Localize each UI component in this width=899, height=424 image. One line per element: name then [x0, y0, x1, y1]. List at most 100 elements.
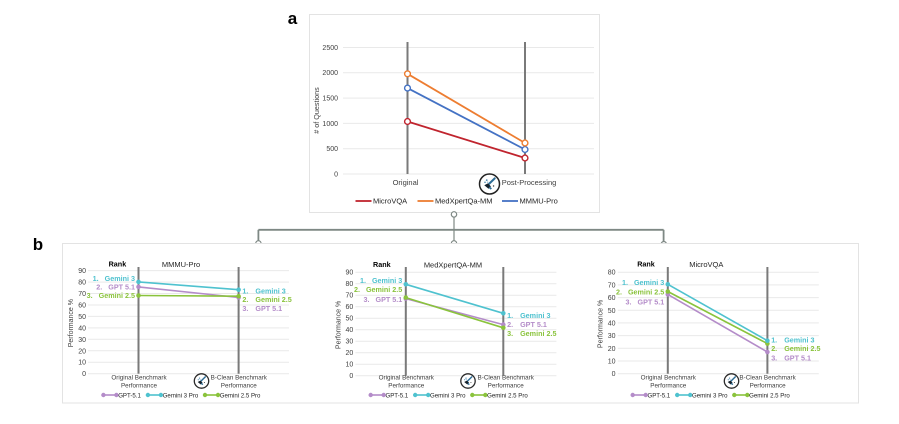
svg-text:Post-Processing: Post-Processing — [502, 178, 557, 187]
svg-text:80: 80 — [608, 270, 616, 277]
svg-text:GPT 5.1: GPT 5.1 — [520, 320, 547, 329]
svg-text:Rank: Rank — [637, 259, 655, 268]
svg-text:GPT 5.1: GPT 5.1 — [784, 353, 811, 362]
svg-text:10: 10 — [346, 362, 354, 369]
svg-text:Original Benchmark: Original Benchmark — [641, 374, 697, 381]
svg-text:30: 30 — [608, 333, 616, 340]
svg-text:50: 50 — [78, 314, 86, 321]
svg-text:MicroVQA: MicroVQA — [373, 197, 407, 206]
svg-text:Gemini 2.5: Gemini 2.5 — [255, 295, 291, 304]
svg-text:500: 500 — [326, 146, 338, 153]
svg-text:Performance: Performance — [121, 382, 158, 389]
svg-text:Performance: Performance — [650, 382, 687, 389]
svg-text:2.: 2. — [242, 295, 248, 304]
svg-text:60: 60 — [608, 295, 616, 302]
svg-text:GPT-5.1: GPT-5.1 — [118, 392, 141, 399]
svg-text:Performance %: Performance % — [598, 300, 605, 348]
svg-text:GPT-5.1: GPT-5.1 — [386, 392, 409, 399]
svg-text:Gemini 3 Pro: Gemini 3 Pro — [163, 392, 199, 399]
svg-text:20: 20 — [78, 348, 86, 355]
svg-text:80: 80 — [78, 280, 86, 287]
svg-text:0: 0 — [334, 171, 338, 178]
svg-text:90: 90 — [78, 268, 86, 275]
svg-text:Gemini 2.5 Pro: Gemini 2.5 Pro — [487, 392, 528, 399]
svg-text:40: 40 — [346, 327, 354, 334]
svg-text:Gemini 3: Gemini 3 — [255, 287, 285, 296]
svg-text:1.: 1. — [242, 287, 248, 296]
svg-text:1. Gemini 3: 1. Gemini 3 — [360, 276, 402, 285]
svg-text:MedXpertQA-MM: MedXpertQA-MM — [424, 261, 482, 270]
svg-text:0: 0 — [612, 371, 616, 378]
svg-text:Original Benchmark: Original Benchmark — [379, 374, 435, 381]
svg-text:20: 20 — [346, 350, 354, 357]
svg-text:30: 30 — [346, 339, 354, 346]
svg-text:30: 30 — [78, 337, 86, 344]
svg-text:3. Gemini 2.5: 3. Gemini 2.5 — [87, 291, 135, 300]
svg-text:1.: 1. — [771, 336, 777, 345]
svg-text:60: 60 — [78, 303, 86, 310]
svg-text:10: 10 — [608, 359, 616, 366]
svg-text:2. Gemini 2.5: 2. Gemini 2.5 — [616, 288, 664, 297]
svg-text:70: 70 — [346, 293, 354, 300]
svg-text:Rank: Rank — [109, 259, 127, 268]
svg-text:Performance %: Performance % — [68, 299, 75, 347]
svg-text:Gemini 2.5 Pro: Gemini 2.5 Pro — [749, 392, 790, 399]
svg-text:2. GPT 5.1: 2. GPT 5.1 — [96, 282, 135, 291]
svg-text:10: 10 — [78, 360, 86, 367]
svg-text:40: 40 — [78, 325, 86, 332]
svg-text:50: 50 — [346, 316, 354, 323]
svg-text:Gemini 2.5 Pro: Gemini 2.5 Pro — [220, 392, 261, 399]
svg-text:40: 40 — [608, 320, 616, 327]
svg-text:2. Gemini 2.5: 2. Gemini 2.5 — [354, 285, 402, 294]
svg-text:0: 0 — [349, 373, 353, 380]
svg-text:1. Gemini 3: 1. Gemini 3 — [622, 278, 664, 287]
svg-text:2.: 2. — [507, 320, 513, 329]
svg-text:Original Benchmark: Original Benchmark — [111, 374, 167, 381]
svg-text:3.: 3. — [771, 353, 777, 362]
svg-text:Rank: Rank — [373, 260, 391, 269]
svg-text:70: 70 — [78, 291, 86, 298]
svg-text:Performance: Performance — [221, 382, 258, 389]
svg-text:B-Clean Benchmark: B-Clean Benchmark — [211, 374, 268, 381]
svg-text:1.: 1. — [507, 311, 513, 320]
svg-text:MedXpertQa-MM: MedXpertQa-MM — [435, 197, 493, 206]
svg-text:2.: 2. — [771, 344, 777, 353]
svg-text:70: 70 — [608, 282, 616, 289]
svg-text:3. GPT 5.1: 3. GPT 5.1 — [364, 295, 403, 304]
svg-text:Gemini 3: Gemini 3 — [784, 336, 814, 345]
svg-text:MMMU-Pro: MMMU-Pro — [162, 260, 200, 269]
svg-text:3.: 3. — [242, 304, 248, 313]
svg-text:Gemini 3 Pro: Gemini 3 Pro — [430, 392, 466, 399]
svg-text:60: 60 — [346, 304, 354, 311]
svg-text:B-Clean Benchmark: B-Clean Benchmark — [739, 374, 796, 381]
svg-text:1500: 1500 — [322, 96, 338, 103]
svg-text:Performance: Performance — [388, 382, 425, 389]
svg-text:90: 90 — [346, 270, 354, 277]
svg-text:1. Gemini 3: 1. Gemini 3 — [93, 274, 135, 283]
svg-text:Performance: Performance — [488, 382, 525, 389]
svg-text:2000: 2000 — [322, 70, 338, 77]
svg-text:GPT 5.1: GPT 5.1 — [255, 304, 282, 313]
svg-text:Original: Original — [393, 178, 419, 187]
svg-text:Performance: Performance — [750, 382, 787, 389]
svg-text:Gemini 3: Gemini 3 — [520, 311, 550, 320]
svg-text:2500: 2500 — [322, 45, 338, 52]
svg-text:50: 50 — [608, 308, 616, 315]
svg-text:# of Questions: # of Questions — [312, 87, 321, 134]
svg-text:MicroVQA: MicroVQA — [689, 260, 723, 269]
svg-text:Gemini 3 Pro: Gemini 3 Pro — [692, 392, 728, 399]
svg-text:MMMU-Pro: MMMU-Pro — [520, 197, 558, 206]
svg-text:3. GPT 5.1: 3. GPT 5.1 — [626, 297, 665, 306]
svg-text:Gemini 2.5: Gemini 2.5 — [784, 344, 820, 353]
svg-text:B-Clean Benchmark: B-Clean Benchmark — [478, 374, 535, 381]
svg-text:Gemini 2.5: Gemini 2.5 — [520, 329, 556, 338]
svg-text:20: 20 — [608, 346, 616, 353]
svg-text:3.: 3. — [507, 329, 513, 338]
svg-text:a: a — [288, 9, 298, 28]
svg-text:0: 0 — [82, 371, 86, 378]
svg-text:b: b — [33, 235, 43, 254]
svg-text:1000: 1000 — [322, 121, 338, 128]
svg-text:Performance %: Performance % — [335, 301, 342, 349]
svg-text:80: 80 — [346, 281, 354, 288]
svg-text:GPT-5.1: GPT-5.1 — [648, 392, 671, 399]
